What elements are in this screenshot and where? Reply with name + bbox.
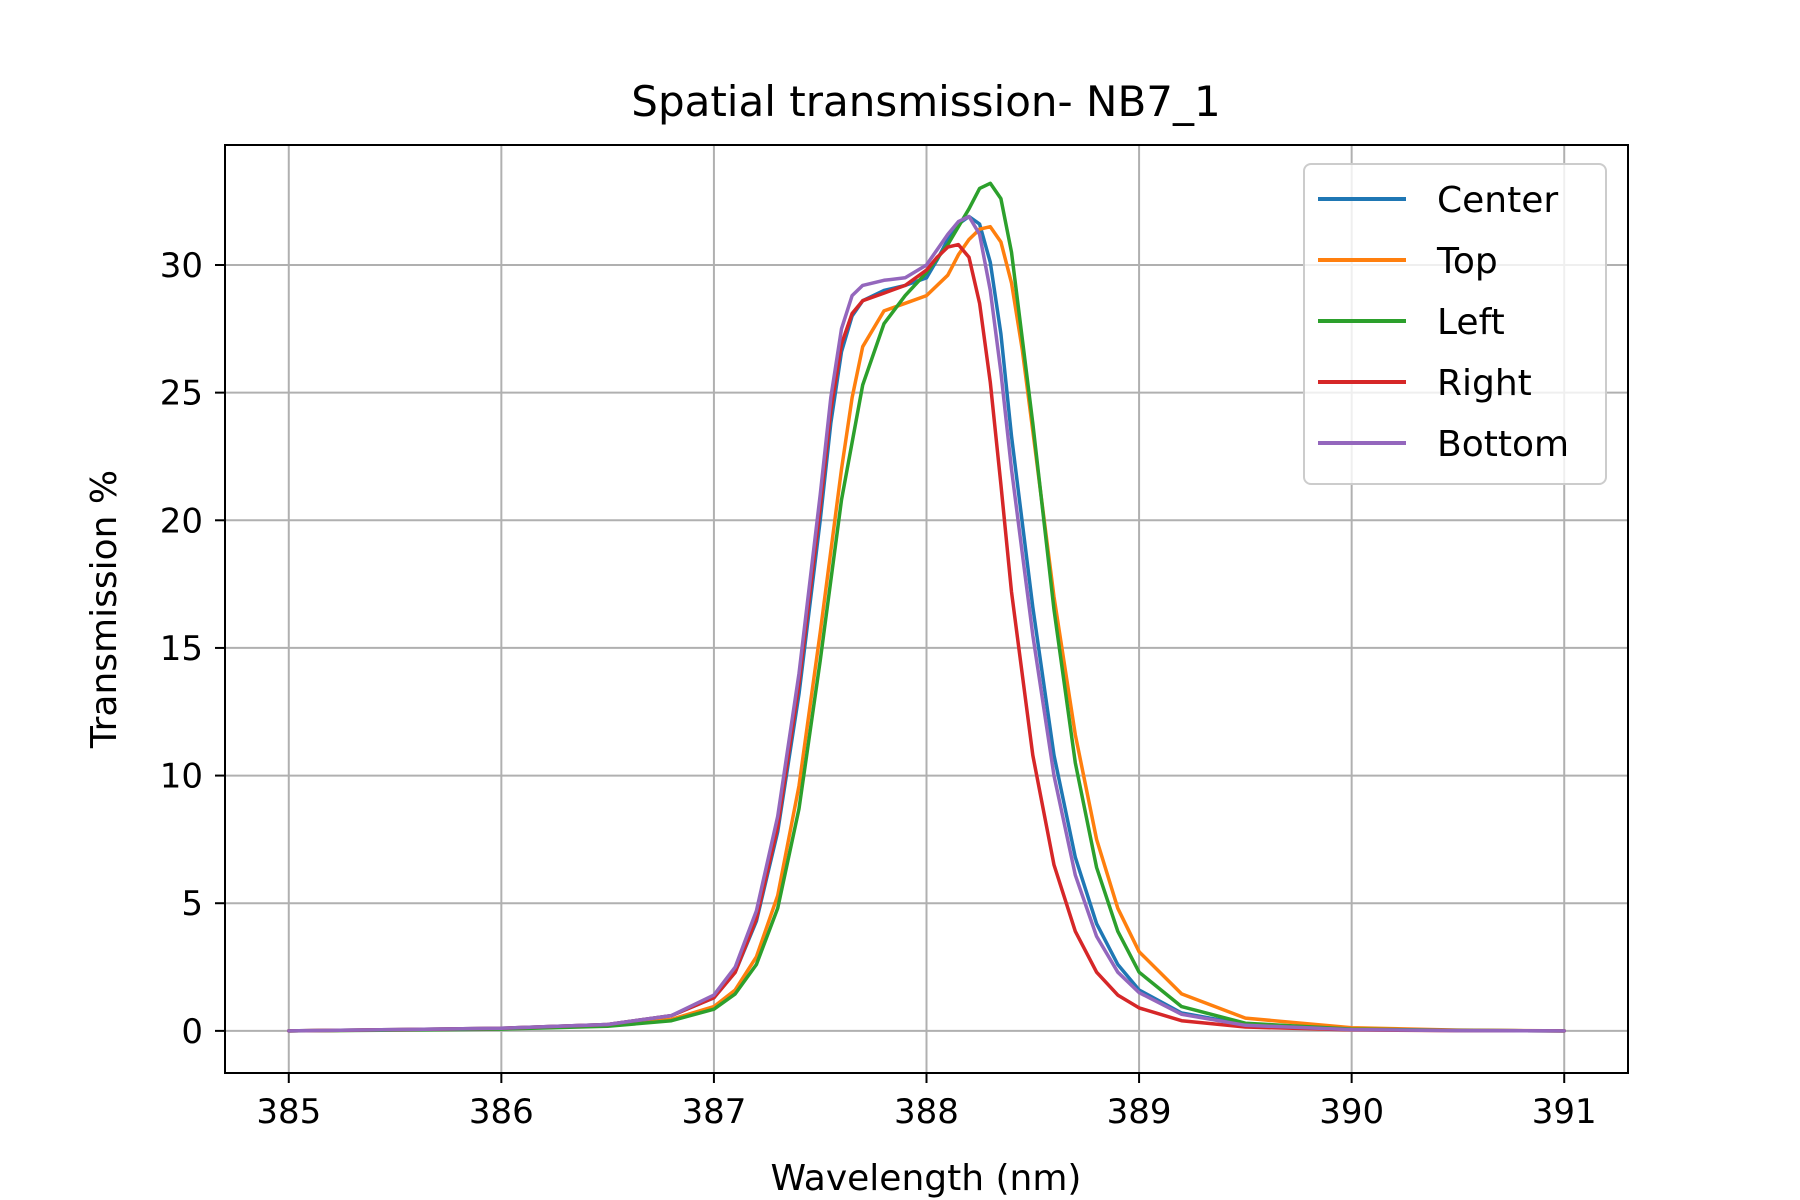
x-tick-label: 391: [1532, 1092, 1597, 1132]
x-axis-label: Wavelength (nm): [771, 1158, 1082, 1199]
legend: Center Top Left Right Bottom: [1303, 163, 1607, 485]
legend-label-right: Right: [1437, 363, 1532, 404]
legend-label-left: Left: [1437, 302, 1505, 343]
legend-label-center: Center: [1437, 180, 1558, 221]
series-line-right: [287, 242, 1566, 1033]
series-line-left: [287, 181, 1566, 1033]
y-tick-label: 0: [181, 1012, 203, 1052]
y-tick-label: 10: [160, 757, 203, 797]
x-tick-label: 387: [681, 1092, 746, 1132]
axis-ticks: 385 386 387 388 389 390 391 0 5 10 15 20 25 30: [160, 246, 1597, 1132]
x-tick-label: 390: [1319, 1092, 1384, 1132]
chart-title: Spatial transmission- NB7_1: [631, 77, 1220, 126]
legend-label-bottom: Bottom: [1437, 424, 1569, 465]
y-tick-label: 15: [160, 629, 203, 669]
y-tick-label: 30: [160, 246, 203, 286]
legend-box: [1303, 163, 1607, 485]
y-tick-label: 5: [181, 884, 203, 924]
x-tick-label: 385: [256, 1092, 321, 1132]
y-tick-label: 20: [160, 501, 203, 541]
series-line-top: [287, 224, 1566, 1033]
legend-label-top: Top: [1436, 241, 1498, 282]
series-line-bottom: [287, 214, 1566, 1033]
x-tick-label: 389: [1107, 1092, 1172, 1132]
x-tick-label: 388: [894, 1092, 959, 1132]
y-axis-label: Transmission %: [84, 470, 125, 749]
y-tick-label: 25: [160, 374, 203, 414]
x-tick-label: 386: [469, 1092, 534, 1132]
series-lines: [287, 181, 1566, 1033]
